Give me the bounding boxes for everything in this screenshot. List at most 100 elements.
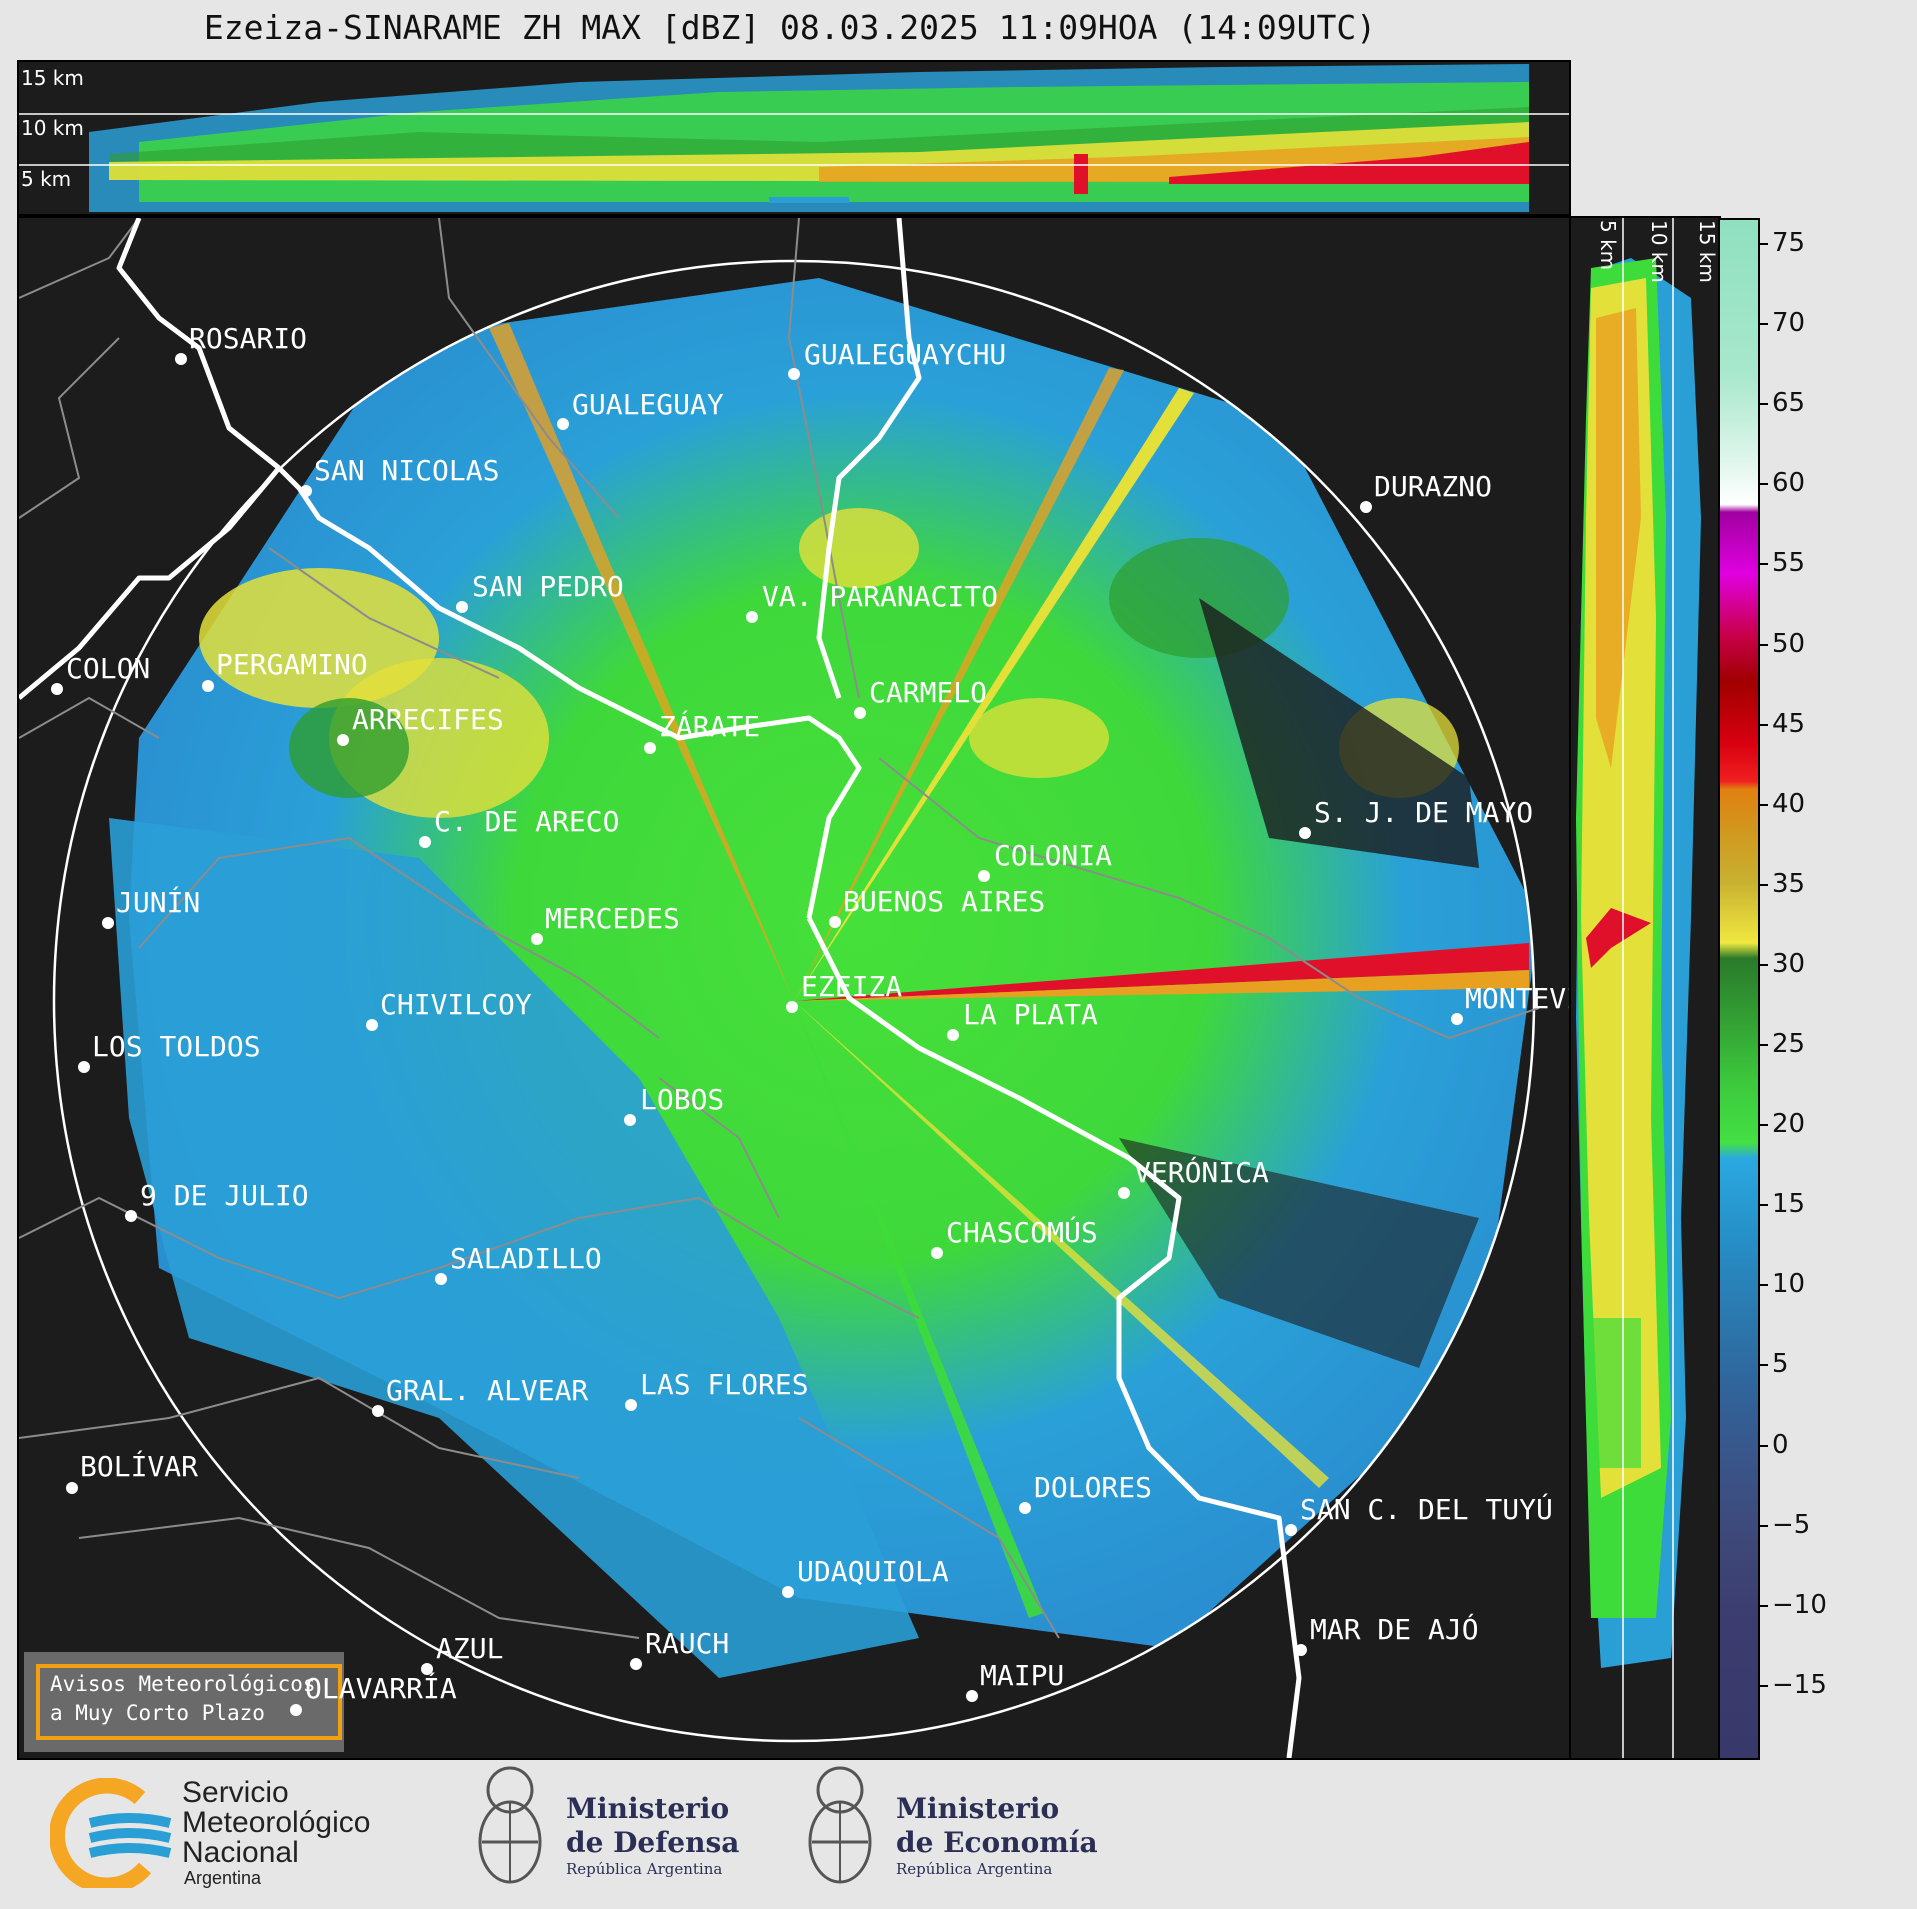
colorbar-tick (1758, 1124, 1768, 1127)
colorbar-tick (1758, 403, 1768, 406)
city-dot (372, 1405, 384, 1417)
colorbar-tick (1758, 803, 1768, 806)
coat-of-arms-icon (478, 1766, 542, 1884)
alerts-box-frame: Avisos Meteorológicos a Muy Corto Plazo (36, 1664, 342, 1740)
radar-reflectivity-map (19, 218, 1540, 1758)
smn-logo-text-2: Meteorológico (182, 1806, 371, 1839)
colorbar-tick (1758, 483, 1768, 486)
city-dot (1451, 1013, 1463, 1025)
city-label: DOLORES (1034, 1471, 1153, 1504)
city-label: 9 DE JULIO (140, 1179, 309, 1212)
smn-logo (48, 1777, 180, 1894)
city-dot (557, 418, 569, 430)
city-label: BUENOS AIRES (843, 885, 1046, 918)
city-dot (419, 836, 431, 848)
city-dot (1295, 1644, 1307, 1656)
economia-text-2: de Economía (896, 1826, 1098, 1859)
colorbar-tick-label: 30 (1772, 948, 1806, 979)
city-dot (788, 368, 800, 380)
city-label: UDAQUIOLA (797, 1555, 949, 1588)
smn-logo-text-3: Nacional (182, 1836, 299, 1869)
colorbar-tick-label: 40 (1772, 788, 1806, 819)
city-dot (947, 1029, 959, 1041)
alerts-line2: a Muy Corto Plazo (50, 1701, 265, 1725)
city-dot (66, 1482, 78, 1494)
city-dot (746, 611, 758, 623)
city-label: SAN PEDRO (472, 570, 624, 603)
city-label: MONTEVIDEO (1465, 982, 1569, 1015)
city-label: GUALEGUAYCHU (804, 338, 1007, 371)
city-label: S. J. DE MAYO (1314, 796, 1534, 829)
city-dot (1299, 827, 1311, 839)
city-label: CARMELO (869, 676, 988, 709)
city-dot (1019, 1502, 1031, 1514)
city-label: ROSARIO (189, 322, 308, 355)
colorbar-tick (1758, 1284, 1768, 1287)
colorbar-tick-label: 65 (1772, 388, 1806, 419)
colorbar-tick (1758, 1524, 1768, 1527)
colorbar-tick (1758, 1604, 1768, 1607)
colorbar-tick-label: 75 (1772, 228, 1806, 258)
side-cross-section-echoes (1576, 218, 1701, 1758)
colorbar-tick-label: 5 (1772, 1349, 1789, 1380)
colorbar-tick-label: 55 (1772, 548, 1806, 579)
city-dot (531, 933, 543, 945)
alerts-link-box[interactable]: Avisos Meteorológicos a Muy Corto Plazo (24, 1652, 344, 1752)
top-altitude-label: 10 km (21, 116, 84, 140)
city-dot (51, 683, 63, 695)
city-label: AZUL (436, 1632, 504, 1665)
side-altitude-label: 10 km (1647, 220, 1671, 283)
city-label: DURAZNO (1374, 470, 1493, 503)
city-dot (1118, 1187, 1130, 1199)
city-dot (782, 1586, 794, 1598)
colorbar-tick (1758, 1444, 1768, 1447)
colorbar-tick (1758, 1044, 1768, 1046)
colorbar-tick-label: 20 (1772, 1109, 1806, 1140)
colorbar-tick-label: 35 (1772, 868, 1806, 899)
colorbar-tick-label: 15 (1772, 1189, 1806, 1220)
city-label: JUNÍN (116, 886, 201, 919)
colorbar-tick-label: 50 (1772, 628, 1806, 659)
colorbar-tick (1758, 323, 1768, 326)
city-label: C. DE ARECO (434, 805, 620, 838)
city-label: GRAL. ALVEAR (386, 1374, 589, 1407)
city-label: ARRECIFES (352, 703, 504, 736)
colorbar-tick-label: 70 (1772, 308, 1806, 339)
colorbar-tick (1758, 963, 1768, 966)
city-label: MAR DE AJÓ (1310, 1613, 1479, 1646)
city-label: VA. PARANACITO (762, 580, 999, 613)
colorbar-tick (1758, 1684, 1768, 1687)
economia-seal (800, 1762, 880, 1898)
smn-logo-text-4: Argentina (184, 1868, 262, 1888)
city-dot (366, 1019, 378, 1031)
colorbar-tick-label: −15 (1772, 1669, 1827, 1700)
city-label: LA PLATA (963, 998, 1098, 1031)
top-altitude-label: 5 km (21, 167, 72, 191)
dbz-colorbar (1718, 218, 1760, 1760)
city-label: GUALEGUAY (572, 388, 724, 421)
defensa-seal (470, 1762, 550, 1898)
top-altitude-label: 15 km (21, 66, 84, 90)
side-altitude-label: 5 km (1596, 220, 1620, 271)
city-dot (202, 680, 214, 692)
city-label: MERCEDES (545, 902, 680, 935)
city-dot (854, 707, 866, 719)
colorbar-tick (1758, 883, 1768, 886)
economia-text-3: República Argentina (896, 1860, 1053, 1878)
city-label: SAN NICOLAS (314, 454, 500, 487)
colorbar-tick-label: 0 (1772, 1429, 1789, 1460)
city-dot (175, 353, 187, 365)
city-label: OLAVARRÍA (305, 1672, 457, 1705)
city-label: VERÓNICA (1134, 1156, 1269, 1189)
city-label: LOS TOLDOS (92, 1030, 261, 1063)
side-cross-section-panel: 5 km 10 km 15 km (1569, 216, 1721, 1760)
city-dot (786, 1001, 798, 1013)
colorbar-tick (1758, 1364, 1768, 1367)
colorbar-tick-label: 25 (1772, 1029, 1806, 1059)
top-cross-section-panel: 15 km 10 km 5 km (17, 60, 1571, 216)
defensa-text-2: de Defensa (566, 1826, 740, 1859)
city-dot (630, 1658, 642, 1670)
city-dot (978, 870, 990, 882)
city-label: COLONIA (994, 839, 1113, 872)
colorbar-tick-label: −5 (1772, 1509, 1811, 1540)
